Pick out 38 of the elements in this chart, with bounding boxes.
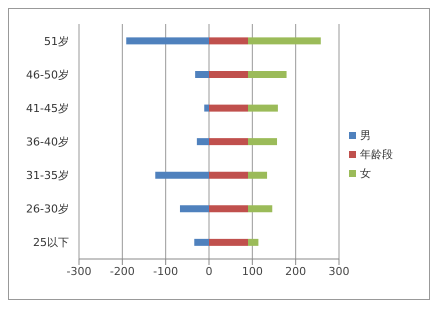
y-tick-label: 51岁 [44,34,69,48]
bar [209,71,248,78]
bar [248,172,268,179]
bar [248,71,287,78]
x-tick-label: 300 [328,264,350,278]
y-tick-label: 31-35岁 [26,169,69,182]
bar [209,37,248,44]
legend-label: 女 [360,166,371,180]
bar [248,238,258,246]
y-tick-label: 25以下 [33,236,69,250]
x-tick-label: -200 [110,264,135,278]
x-tick-label: -100 [153,264,178,278]
x-tick-label: 100 [242,264,263,278]
bar [196,138,209,146]
bar [155,172,209,179]
x-tick-label: 0 [206,264,212,278]
bar [248,104,278,112]
bar [194,238,209,246]
bar [209,205,248,212]
bar [209,238,248,246]
x-tick-label: 200 [285,264,306,278]
y-tick-label: 46-50岁 [26,68,69,82]
bar [195,71,209,78]
bar [248,205,272,212]
bar [180,205,209,212]
bar [248,138,278,146]
x-tick-label: -300 [66,264,92,278]
legend-label: 年龄段 [360,146,393,162]
y-tick-label: 26-30岁 [26,202,69,216]
y-tick-label: 41-45岁 [26,102,69,115]
legend-label: 男 [360,128,371,142]
bar [248,37,321,44]
bar [209,104,248,112]
bar [126,37,209,44]
bar [204,104,209,112]
y-tick-label: 36-40岁 [26,136,69,148]
bar [209,138,248,146]
bar [209,172,248,179]
